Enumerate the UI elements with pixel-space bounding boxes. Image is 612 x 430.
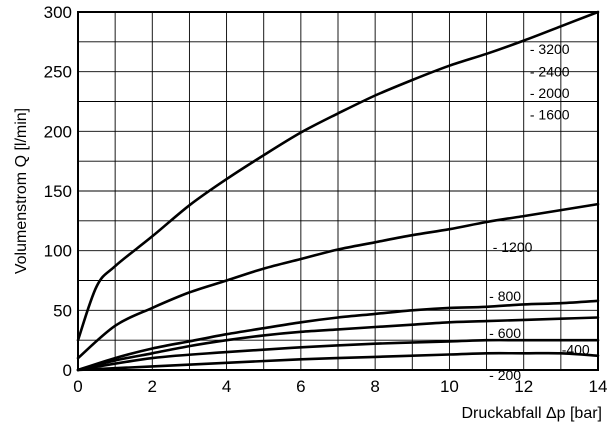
x-tick-label: 14 [589, 377, 608, 396]
curve-label: - 1600 [530, 107, 570, 123]
tick-labels: 0 2 4 6 8 10 12 14 0 50 100 150 200 250 300 [44, 3, 608, 396]
y-tick-label: 300 [44, 3, 72, 22]
series-line [76, 316, 600, 372]
x-tick-label: 8 [370, 377, 379, 396]
curve-label: -400 [562, 342, 590, 358]
curve-label: - 2400 [530, 64, 570, 80]
x-tick-label: 10 [440, 377, 459, 396]
x-axis-label: Druckabfall Δp [bar] [461, 405, 602, 422]
x-tick-label: 6 [296, 377, 305, 396]
curve-label: - 800 [489, 288, 521, 304]
curve-label: - 3200 [530, 41, 570, 57]
series-line [76, 351, 600, 372]
y-tick-label: 250 [44, 63, 72, 82]
series-line [76, 338, 600, 372]
curve-label: - 600 [489, 325, 521, 341]
plot-frame [77, 11, 599, 371]
series-line [76, 202, 600, 360]
x-tick-label: 12 [514, 377, 533, 396]
y-tick-label: 200 [44, 122, 72, 141]
y-tick-label: 150 [44, 182, 72, 201]
curve-labels: - 3200 - 2400 - 2000 - 1600 - 1200 - 800 - 600… [489, 41, 590, 383]
x-tick-label: 4 [222, 377, 231, 396]
series-line [76, 299, 600, 372]
x-tick-label: 0 [73, 377, 82, 396]
y-tick-label: 0 [63, 361, 72, 380]
curves [76, 10, 600, 372]
y-tick-label: 50 [53, 301, 72, 320]
curve-label: - 1200 [493, 239, 533, 255]
y-tick-label: 100 [44, 242, 72, 261]
series-line [76, 10, 600, 342]
curve-label: - 2000 [530, 85, 570, 101]
y-axis-label: Volumenstrom Q [l/min] [13, 108, 30, 274]
x-tick-label: 2 [148, 377, 157, 396]
